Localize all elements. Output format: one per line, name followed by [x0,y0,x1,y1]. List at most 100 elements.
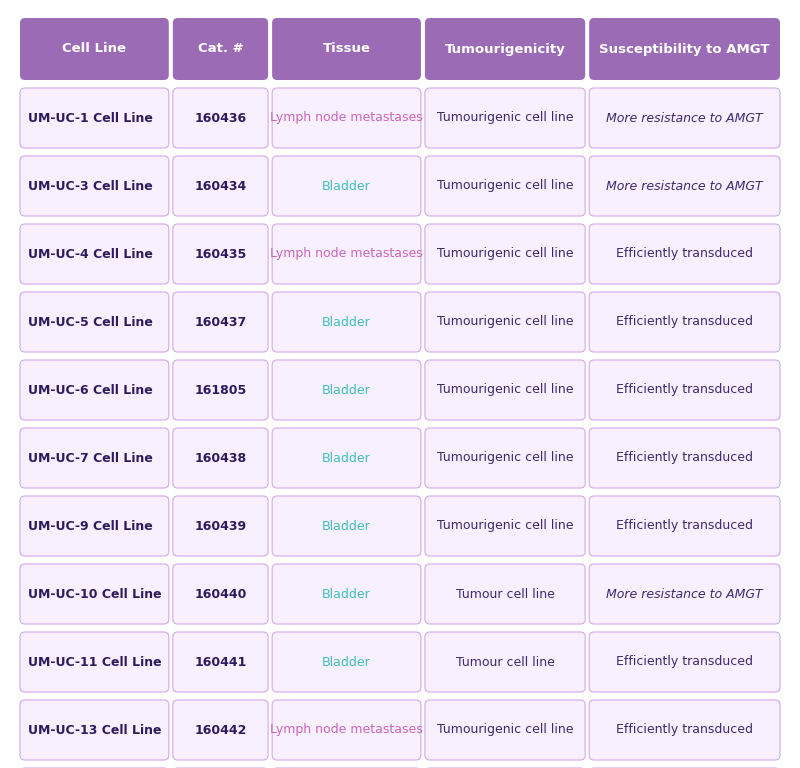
Text: 160441: 160441 [194,656,246,668]
FancyBboxPatch shape [425,156,585,216]
Text: 161805: 161805 [194,383,246,396]
Text: UM-UC-3 Cell Line: UM-UC-3 Cell Line [28,180,153,193]
FancyBboxPatch shape [272,564,421,624]
FancyBboxPatch shape [20,224,169,284]
Text: Tumour cell line: Tumour cell line [456,588,554,601]
FancyBboxPatch shape [272,156,421,216]
Text: Susceptibility to AMGT: Susceptibility to AMGT [599,42,770,55]
FancyBboxPatch shape [272,496,421,556]
FancyBboxPatch shape [589,292,780,352]
FancyBboxPatch shape [425,292,585,352]
FancyBboxPatch shape [272,18,421,80]
FancyBboxPatch shape [20,292,169,352]
Text: 160435: 160435 [194,247,246,260]
Text: UM-UC-9 Cell Line: UM-UC-9 Cell Line [28,519,153,532]
FancyBboxPatch shape [173,632,268,692]
FancyBboxPatch shape [272,292,421,352]
FancyBboxPatch shape [425,700,585,760]
FancyBboxPatch shape [20,700,169,760]
FancyBboxPatch shape [425,564,585,624]
FancyBboxPatch shape [589,224,780,284]
Text: Tumourigenic cell line: Tumourigenic cell line [437,316,574,329]
FancyBboxPatch shape [20,428,169,488]
Text: 160439: 160439 [194,519,246,532]
FancyBboxPatch shape [173,496,268,556]
Text: 160442: 160442 [194,723,246,737]
FancyBboxPatch shape [173,18,268,80]
Text: UM-UC-10 Cell Line: UM-UC-10 Cell Line [28,588,162,601]
FancyBboxPatch shape [272,700,421,760]
Text: UM-UC-13 Cell Line: UM-UC-13 Cell Line [28,723,162,737]
Text: More resistance to AMGT: More resistance to AMGT [606,588,763,601]
FancyBboxPatch shape [173,88,268,148]
FancyBboxPatch shape [272,88,421,148]
Text: Bladder: Bladder [322,383,371,396]
FancyBboxPatch shape [425,632,585,692]
Text: Tissue: Tissue [322,42,370,55]
FancyBboxPatch shape [20,564,169,624]
Text: Tumourigenic cell line: Tumourigenic cell line [437,247,574,260]
FancyBboxPatch shape [425,360,585,420]
Text: Efficiently transduced: Efficiently transduced [616,452,753,465]
Text: UM-UC-4 Cell Line: UM-UC-4 Cell Line [28,247,153,260]
Text: Efficiently transduced: Efficiently transduced [616,247,753,260]
FancyBboxPatch shape [589,632,780,692]
FancyBboxPatch shape [20,18,169,80]
FancyBboxPatch shape [425,224,585,284]
Text: More resistance to AMGT: More resistance to AMGT [606,180,763,193]
FancyBboxPatch shape [173,292,268,352]
Text: Tumourigenic cell line: Tumourigenic cell line [437,111,574,124]
Text: Lymph node metastases: Lymph node metastases [270,111,423,124]
FancyBboxPatch shape [589,496,780,556]
FancyBboxPatch shape [425,496,585,556]
FancyBboxPatch shape [589,156,780,216]
Text: 160438: 160438 [194,452,246,465]
Text: Tumourigenicity: Tumourigenicity [445,42,566,55]
Text: Bladder: Bladder [322,656,371,668]
Text: 160440: 160440 [194,588,246,601]
Text: Tumourigenic cell line: Tumourigenic cell line [437,383,574,396]
Text: 160434: 160434 [194,180,246,193]
FancyBboxPatch shape [589,18,780,80]
Text: UM-UC-5 Cell Line: UM-UC-5 Cell Line [28,316,153,329]
FancyBboxPatch shape [425,88,585,148]
FancyBboxPatch shape [20,156,169,216]
FancyBboxPatch shape [173,360,268,420]
FancyBboxPatch shape [589,428,780,488]
Text: Efficiently transduced: Efficiently transduced [616,519,753,532]
FancyBboxPatch shape [589,700,780,760]
FancyBboxPatch shape [589,360,780,420]
Text: Cat. #: Cat. # [198,42,243,55]
FancyBboxPatch shape [173,700,268,760]
FancyBboxPatch shape [20,88,169,148]
FancyBboxPatch shape [425,18,585,80]
Text: UM-UC-6 Cell Line: UM-UC-6 Cell Line [28,383,153,396]
Text: 160436: 160436 [194,111,246,124]
Text: UM-UC-1 Cell Line: UM-UC-1 Cell Line [28,111,153,124]
Text: Lymph node metastases: Lymph node metastases [270,247,423,260]
Text: Efficiently transduced: Efficiently transduced [616,656,753,668]
FancyBboxPatch shape [173,156,268,216]
FancyBboxPatch shape [272,360,421,420]
Text: Bladder: Bladder [322,316,371,329]
Text: 160437: 160437 [194,316,246,329]
FancyBboxPatch shape [20,632,169,692]
Text: UM-UC-7 Cell Line: UM-UC-7 Cell Line [28,452,153,465]
FancyBboxPatch shape [20,496,169,556]
FancyBboxPatch shape [272,632,421,692]
Text: Tumour cell line: Tumour cell line [456,656,554,668]
Text: UM-UC-11 Cell Line: UM-UC-11 Cell Line [28,656,162,668]
FancyBboxPatch shape [425,428,585,488]
Text: Lymph node metastases: Lymph node metastases [270,723,423,737]
FancyBboxPatch shape [272,428,421,488]
Text: Bladder: Bladder [322,452,371,465]
Text: More resistance to AMGT: More resistance to AMGT [606,111,763,124]
Text: Bladder: Bladder [322,519,371,532]
Text: Tumourigenic cell line: Tumourigenic cell line [437,723,574,737]
Text: Cell Line: Cell Line [62,42,126,55]
Text: Tumourigenic cell line: Tumourigenic cell line [437,519,574,532]
Text: Efficiently transduced: Efficiently transduced [616,383,753,396]
Text: Efficiently transduced: Efficiently transduced [616,723,753,737]
FancyBboxPatch shape [272,224,421,284]
FancyBboxPatch shape [173,564,268,624]
